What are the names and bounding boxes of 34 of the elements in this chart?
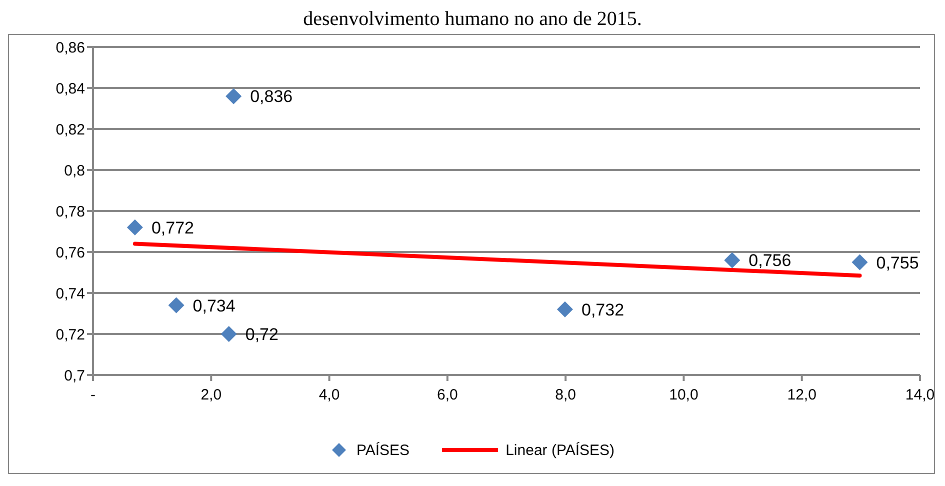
point — [126, 219, 143, 236]
legend-label: Linear (PAÍSES) — [504, 441, 615, 459]
data-label: 0,72 — [245, 325, 278, 344]
data-label: 0,836 — [250, 87, 293, 106]
data-label: 0,755 — [876, 253, 919, 272]
x-tick-label: 8,0 — [555, 386, 576, 404]
x-tick-label: 6,0 — [437, 386, 458, 404]
x-tick-label: 10,0 — [669, 386, 698, 404]
point — [556, 301, 573, 318]
x-tick-label: 12,0 — [787, 386, 816, 404]
y-tick-label: 0,76 — [56, 244, 85, 262]
data-label: 0,772 — [151, 218, 194, 238]
data-label: 0,732 — [581, 300, 624, 320]
x-tick-label: 14,0 — [905, 386, 935, 404]
y-tick-label: 0,72 — [56, 326, 85, 344]
y-tick-label: 0,82 — [56, 121, 85, 138]
y-tick-label: 0,7 — [64, 367, 85, 384]
y-tick-label: 0,78 — [56, 203, 85, 220]
point — [226, 88, 242, 104]
point — [168, 297, 184, 314]
legend-label: PAÍSES — [355, 441, 410, 459]
y-tick-label: 0,8 — [64, 162, 85, 180]
point — [220, 326, 237, 342]
y-tick-label: 0,84 — [56, 80, 85, 98]
x-tick-label: 2,0 — [200, 386, 222, 404]
data-label: 0,734 — [192, 296, 236, 316]
x-tick-label: - — [90, 386, 96, 404]
data-label: 0,756 — [748, 251, 792, 270]
chart-title: desenvolvimento humano no ano de 2015. — [302, 8, 643, 32]
point — [852, 254, 868, 270]
y-tick-label: 0,86 — [56, 39, 85, 56]
y-tick-label: 0,74 — [56, 285, 85, 302]
point — [724, 252, 740, 268]
x-tick-label: 4,0 — [318, 386, 340, 404]
